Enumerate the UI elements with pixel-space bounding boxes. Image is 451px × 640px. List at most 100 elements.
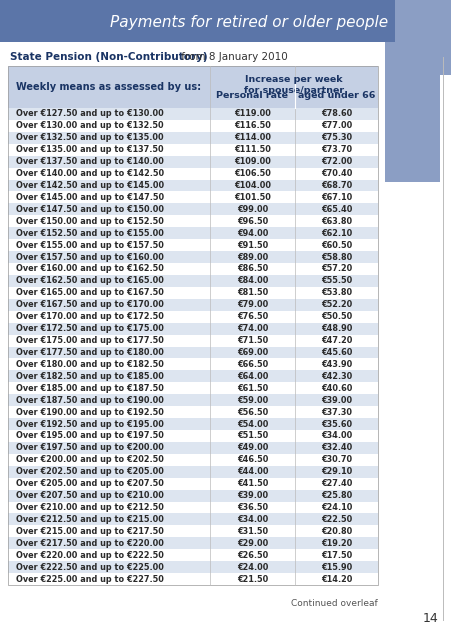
Bar xyxy=(8,191,378,204)
Text: €78.60: €78.60 xyxy=(321,109,352,118)
Text: €44.00: €44.00 xyxy=(237,467,268,476)
Text: €84.00: €84.00 xyxy=(237,276,268,285)
Text: Over €187.50 and up to €190.00: Over €187.50 and up to €190.00 xyxy=(16,396,164,404)
Text: Over €130.00 and up to €132.50: Over €130.00 and up to €132.50 xyxy=(16,122,164,131)
Text: Continued overleaf: Continued overleaf xyxy=(291,599,378,608)
Text: €34.00: €34.00 xyxy=(237,515,268,524)
Text: €40.60: €40.60 xyxy=(321,384,352,393)
Bar xyxy=(8,477,378,490)
Text: €14.20: €14.20 xyxy=(321,575,352,584)
Text: €43.90: €43.90 xyxy=(321,360,352,369)
Text: €22.50: €22.50 xyxy=(321,515,352,524)
Text: €77.00: €77.00 xyxy=(321,122,352,131)
Text: State Pension (Non-Contributory): State Pension (Non-Contributory) xyxy=(10,52,207,62)
Text: €55.50: €55.50 xyxy=(321,276,352,285)
Text: Over €137.50 and up to €140.00: Over €137.50 and up to €140.00 xyxy=(16,157,164,166)
Text: €42.30: €42.30 xyxy=(321,372,352,381)
Text: Over €195.00 and up to €197.50: Over €195.00 and up to €197.50 xyxy=(16,431,164,440)
Bar xyxy=(8,525,378,538)
Bar xyxy=(8,358,378,371)
Text: €94.00: €94.00 xyxy=(237,228,268,237)
Bar xyxy=(8,311,378,323)
Text: €104.00: €104.00 xyxy=(234,181,271,190)
Text: €72.00: €72.00 xyxy=(321,157,352,166)
Text: €25.80: €25.80 xyxy=(321,491,352,500)
Text: €101.50: €101.50 xyxy=(234,193,271,202)
Text: €75.30: €75.30 xyxy=(321,133,352,142)
Text: Over €135.00 and up to €137.50: Over €135.00 and up to €137.50 xyxy=(16,145,164,154)
Bar xyxy=(0,0,395,42)
Text: Increase per week
for spouse/partner: Increase per week for spouse/partner xyxy=(244,75,344,95)
Text: Over €222.50 and up to €225.00: Over €222.50 and up to €225.00 xyxy=(16,563,164,572)
Text: Over €217.50 and up to €220.00: Over €217.50 and up to €220.00 xyxy=(16,539,164,548)
Text: €53.80: €53.80 xyxy=(321,289,352,298)
Bar xyxy=(8,144,378,156)
Text: €71.50: €71.50 xyxy=(237,336,268,345)
Bar xyxy=(8,335,378,346)
Text: €34.00: €34.00 xyxy=(321,431,352,440)
Text: Over €157.50 and up to €160.00: Over €157.50 and up to €160.00 xyxy=(16,253,164,262)
Bar xyxy=(8,215,378,227)
Text: €29.00: €29.00 xyxy=(237,539,268,548)
Text: €47.20: €47.20 xyxy=(321,336,352,345)
Text: Over €162.50 and up to €165.00: Over €162.50 and up to €165.00 xyxy=(16,276,164,285)
Text: Over €180.00 and up to €182.50: Over €180.00 and up to €182.50 xyxy=(16,360,164,369)
Text: Over €185.00 and up to €187.50: Over €185.00 and up to €187.50 xyxy=(16,384,164,393)
Text: €51.50: €51.50 xyxy=(237,431,268,440)
Text: €19.20: €19.20 xyxy=(321,539,352,548)
Text: €61.50: €61.50 xyxy=(237,384,268,393)
Text: €106.50: €106.50 xyxy=(234,169,271,178)
Text: Over €172.50 and up to €175.00: Over €172.50 and up to €175.00 xyxy=(16,324,164,333)
Text: €66.50: €66.50 xyxy=(237,360,268,369)
Text: Over €197.50 and up to €200.00: Over €197.50 and up to €200.00 xyxy=(16,444,164,452)
Bar xyxy=(8,239,378,251)
Bar xyxy=(8,406,378,418)
Text: Over €145.00 and up to €147.50: Over €145.00 and up to €147.50 xyxy=(16,193,164,202)
Bar xyxy=(390,0,451,75)
Text: €49.00: €49.00 xyxy=(237,444,268,452)
Bar xyxy=(8,66,378,585)
Text: Over €220.00 and up to €222.50: Over €220.00 and up to €222.50 xyxy=(16,550,164,560)
Text: €54.00: €54.00 xyxy=(237,419,268,429)
Bar xyxy=(0,0,451,42)
Text: €20.80: €20.80 xyxy=(321,527,352,536)
Text: €109.00: €109.00 xyxy=(234,157,271,166)
Text: €111.50: €111.50 xyxy=(234,145,271,154)
Bar xyxy=(8,66,378,108)
Text: Over €225.00 and up to €227.50: Over €225.00 and up to €227.50 xyxy=(16,575,164,584)
Text: Over €152.50 and up to €155.00: Over €152.50 and up to €155.00 xyxy=(16,228,164,237)
Text: Weekly means as assessed by us:: Weekly means as assessed by us: xyxy=(16,82,202,92)
Text: €17.50: €17.50 xyxy=(321,550,352,560)
Text: Over €127.50 and up to €130.00: Over €127.50 and up to €130.00 xyxy=(16,109,164,118)
Text: €52.20: €52.20 xyxy=(321,300,352,309)
Text: €35.60: €35.60 xyxy=(321,419,352,429)
Text: €48.90: €48.90 xyxy=(321,324,352,333)
Text: €62.10: €62.10 xyxy=(321,228,352,237)
Text: €31.50: €31.50 xyxy=(237,527,268,536)
Bar xyxy=(8,454,378,466)
Text: €79.00: €79.00 xyxy=(237,300,268,309)
Text: 14: 14 xyxy=(422,612,438,625)
Text: €67.10: €67.10 xyxy=(321,193,352,202)
Text: €41.50: €41.50 xyxy=(237,479,268,488)
Bar xyxy=(385,42,440,182)
Text: Over €160.00 and up to €162.50: Over €160.00 and up to €162.50 xyxy=(16,264,164,273)
Bar xyxy=(8,287,378,299)
Text: Over €167.50 and up to €170.00: Over €167.50 and up to €170.00 xyxy=(16,300,164,309)
Text: Over €182.50 and up to €185.00: Over €182.50 and up to €185.00 xyxy=(16,372,164,381)
Text: Over €165.00 and up to €167.50: Over €165.00 and up to €167.50 xyxy=(16,289,164,298)
Text: €74.00: €74.00 xyxy=(237,324,268,333)
Text: Over €190.00 and up to €192.50: Over €190.00 and up to €192.50 xyxy=(16,408,164,417)
Text: €65.40: €65.40 xyxy=(321,205,352,214)
Text: €46.50: €46.50 xyxy=(237,455,268,464)
Text: €76.50: €76.50 xyxy=(237,312,268,321)
Text: Over €192.50 and up to €195.00: Over €192.50 and up to €195.00 xyxy=(16,419,164,429)
Text: €99.00: €99.00 xyxy=(237,205,268,214)
Text: €70.40: €70.40 xyxy=(321,169,352,178)
Text: €37.30: €37.30 xyxy=(321,408,352,417)
Text: €15.90: €15.90 xyxy=(321,563,352,572)
Text: €89.00: €89.00 xyxy=(237,253,268,262)
Text: €114.00: €114.00 xyxy=(234,133,271,142)
Text: €32.40: €32.40 xyxy=(321,444,352,452)
Text: €30.70: €30.70 xyxy=(321,455,352,464)
